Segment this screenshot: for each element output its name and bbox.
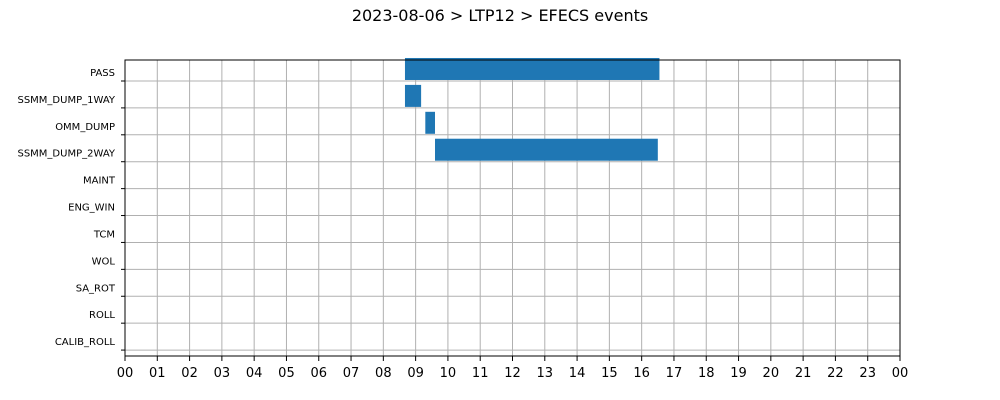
y-tick-label: TCM bbox=[93, 229, 115, 240]
x-tick-label: 20 bbox=[763, 366, 780, 381]
x-tick-label: 10 bbox=[440, 366, 457, 381]
axis-layer: 00 01 02 03 04 05 06 07 08 09 10 11 12 13 14 15 16 17 18 19… bbox=[17, 68, 908, 381]
x-tick-label: 02 bbox=[181, 366, 198, 381]
x-tick-label: 11 bbox=[472, 366, 489, 381]
x-tick-label: 21 bbox=[795, 366, 812, 381]
x-tick-label: 04 bbox=[246, 366, 263, 381]
y-tick-label: OMM_DUMP bbox=[55, 122, 115, 133]
y-tick-label: ENG_WIN bbox=[68, 203, 115, 214]
x-tick-label: 09 bbox=[407, 366, 424, 381]
x-tick-label: 12 bbox=[504, 366, 521, 381]
y-tick-label: SA_ROT bbox=[76, 283, 116, 294]
y-tick-label: CALIB_ROLL bbox=[55, 337, 116, 348]
y-tick-label: MAINT bbox=[83, 176, 116, 187]
x-tick-label: 13 bbox=[537, 366, 554, 381]
x-tick-label: 16 bbox=[633, 366, 650, 381]
x-tick-label: 00 bbox=[117, 366, 134, 381]
y-tick-label: SSMM_DUMP_1WAY bbox=[17, 95, 115, 106]
event-bar bbox=[404, 57, 660, 80]
x-tick-label: 22 bbox=[827, 366, 844, 381]
x-tick-label: 06 bbox=[310, 366, 327, 381]
x-tick-label: 14 bbox=[569, 366, 586, 381]
x-tick-label: 19 bbox=[730, 366, 747, 381]
event-bar bbox=[425, 111, 435, 134]
event-bar bbox=[435, 138, 658, 161]
y-tick-label: ROLL bbox=[89, 310, 115, 321]
x-tick-label: 08 bbox=[375, 366, 392, 381]
x-tick-label: 07 bbox=[343, 366, 360, 381]
x-tick-label: 23 bbox=[859, 366, 876, 381]
bar-layer bbox=[404, 57, 660, 161]
y-tick-label: SSMM_DUMP_2WAY bbox=[17, 149, 115, 160]
event-bar bbox=[404, 84, 422, 107]
x-tick-label: 03 bbox=[214, 366, 231, 381]
grid-layer bbox=[125, 60, 900, 356]
x-tick-label: 18 bbox=[698, 366, 715, 381]
y-tick-label: WOL bbox=[92, 256, 116, 267]
x-tick-label: 15 bbox=[601, 366, 618, 381]
x-tick-label: 17 bbox=[666, 366, 683, 381]
chart-title: 2023-08-06 > LTP12 > EFECS events bbox=[351, 6, 649, 25]
x-tick-label: 00 bbox=[892, 366, 909, 381]
x-tick-label: 05 bbox=[278, 366, 295, 381]
x-tick-label: 01 bbox=[149, 366, 166, 381]
y-tick-label: PASS bbox=[90, 68, 115, 79]
